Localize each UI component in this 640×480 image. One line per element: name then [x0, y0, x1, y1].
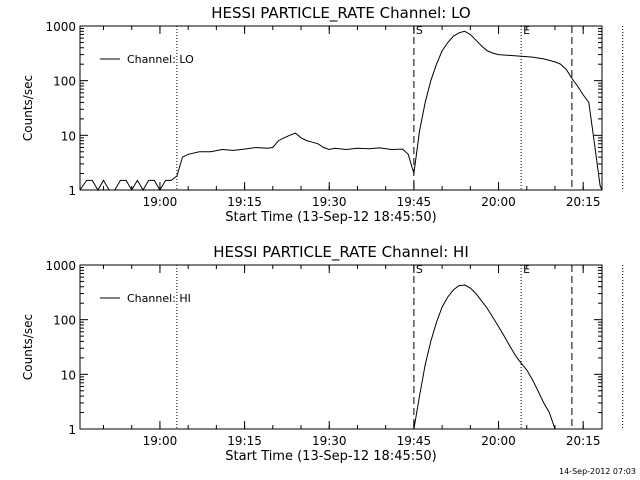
- y-tick-label: 10: [61, 368, 76, 382]
- y-tick-label: 100: [53, 314, 76, 328]
- series-line: [413, 284, 556, 430]
- y-tick-label: 1: [68, 184, 76, 198]
- x-tick-label: 19:45: [397, 195, 432, 209]
- x-tick-label: 19:15: [227, 434, 262, 448]
- marker-label-s: S: [416, 24, 423, 37]
- x-tick-label: 19:45: [397, 434, 432, 448]
- x-axis-label: Start Time (13-Sep-12 18:45:50): [225, 449, 436, 464]
- x-tick-label: 20:00: [481, 434, 516, 448]
- x-tick-label: 19:30: [312, 195, 347, 209]
- plot-frame: [79, 264, 603, 430]
- x-tick-label: 20:00: [481, 195, 516, 209]
- legend-label: Channel: HI: [127, 292, 191, 305]
- chart-hi: HESSI PARTICLE_RATE Channel: HI 1 10 100 100…: [21, 243, 624, 464]
- marker-label-s: S: [416, 263, 423, 276]
- y-axis-label: Counts/sec: [21, 314, 35, 380]
- plot-frame: [79, 25, 603, 191]
- x-tick-label: 20:15: [566, 434, 601, 448]
- series-line: [79, 30, 603, 191]
- y-tick-label: 1000: [45, 259, 76, 273]
- x-axis-label: Start Time (13-Sep-12 18:45:50): [225, 210, 436, 225]
- y-tick-label: 100: [53, 75, 76, 89]
- chart-title: HESSI PARTICLE_RATE Channel: HI: [213, 243, 469, 262]
- y-tick-label: 1: [68, 423, 76, 437]
- x-tick-label: 20:15: [566, 195, 601, 209]
- legend-label: Channel: LO: [127, 53, 194, 66]
- x-tick-label: 19:15: [227, 195, 262, 209]
- x-tick-label: 19:00: [143, 195, 178, 209]
- x-tick-label: 19:30: [312, 434, 347, 448]
- marker-label-e: E: [523, 263, 530, 276]
- plot-timestamp: 14-Sep-2012 07:03: [559, 467, 636, 476]
- x-tick-label: 19:00: [143, 434, 178, 448]
- y-tick-label: 1000: [45, 20, 76, 34]
- chart-title: HESSI PARTICLE_RATE Channel: LO: [211, 4, 470, 23]
- y-axis-label: Counts/sec: [21, 75, 35, 141]
- marker-label-e: E: [523, 24, 530, 37]
- y-tick-label: 10: [61, 129, 76, 143]
- chart-lo: HESSI PARTICLE_RATE Channel: LO 1 10 100 100…: [21, 4, 624, 225]
